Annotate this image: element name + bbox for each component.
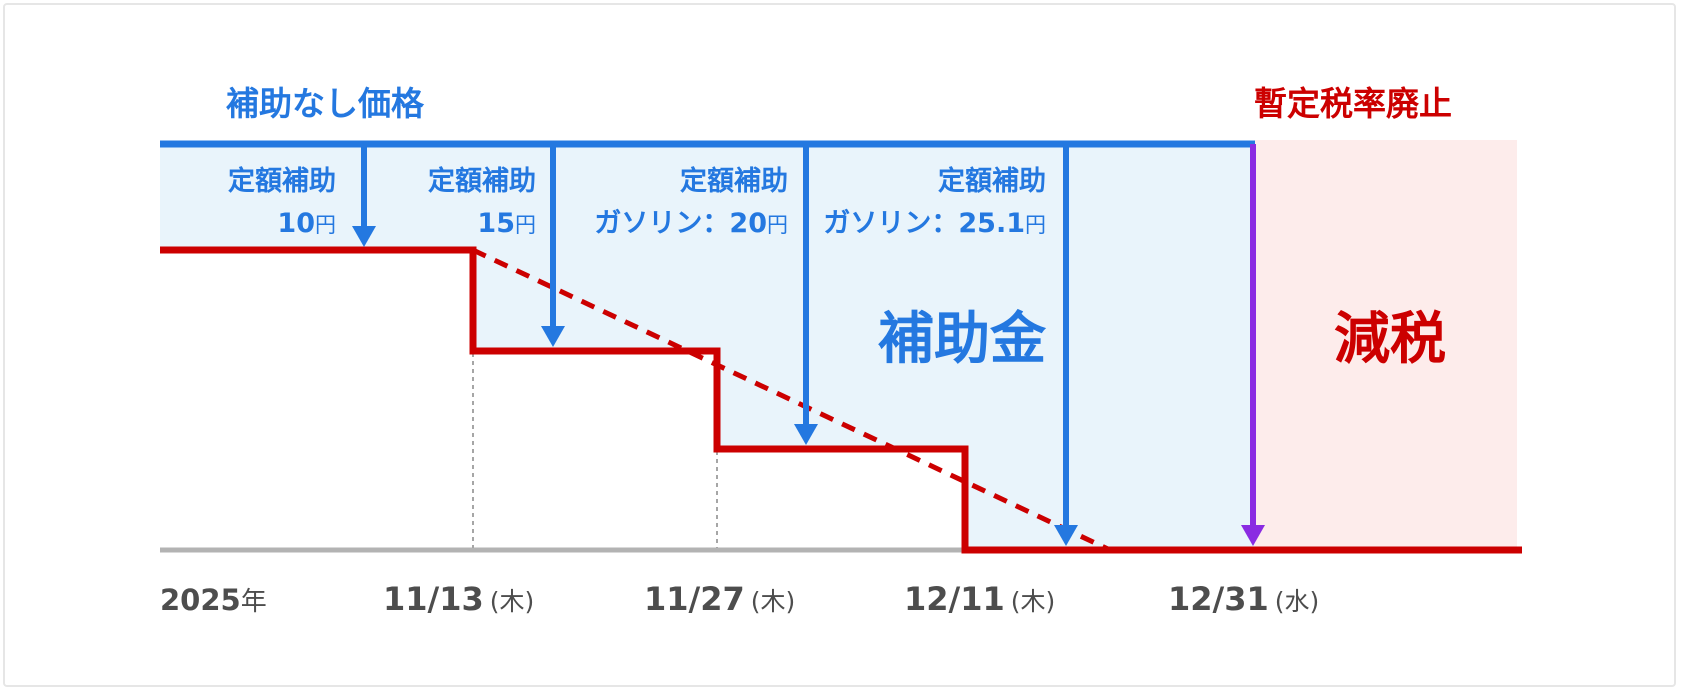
arrow-tax-abolition bbox=[1241, 144, 1265, 546]
tax-abolition-label: 暫定税率廃止 bbox=[1254, 84, 1452, 123]
step-3-amount: ガソリン：20円 bbox=[594, 208, 788, 239]
arrow-subsidy-10 bbox=[352, 144, 376, 247]
subsidy-area bbox=[160, 144, 1255, 550]
date-1113: 11/13 (木) bbox=[383, 580, 534, 618]
step-4-amount: ガソリン：25.1円 bbox=[823, 208, 1046, 239]
step-4-title: 定額補助 bbox=[938, 165, 1046, 197]
date-year: 2025年 bbox=[160, 583, 267, 617]
arrow-subsidy-15 bbox=[541, 144, 565, 347]
arrow-subsidy-20 bbox=[794, 144, 818, 445]
no-subsidy-price-label: 補助なし価格 bbox=[226, 84, 425, 123]
step-2-amount: 15円 bbox=[477, 208, 536, 239]
step-2-title: 定額補助 bbox=[428, 165, 536, 197]
price-step-line bbox=[160, 246, 1522, 554]
date-1231: 12/31 (水) bbox=[1168, 580, 1319, 618]
step-3-title: 定額補助 bbox=[680, 165, 788, 197]
subsidy-area-label: 補助金 bbox=[878, 307, 1047, 372]
tax-cut-area bbox=[1255, 140, 1517, 550]
tax-cut-area-label: 減税 bbox=[1334, 307, 1446, 372]
trend-dashed-line bbox=[471, 247, 1112, 553]
date-1127: 11/27 (木) bbox=[644, 580, 795, 618]
arrow-subsidy-25 bbox=[1054, 144, 1078, 546]
step-1-amount: 10円 bbox=[277, 208, 336, 239]
date-1211: 12/11 (木) bbox=[904, 580, 1055, 618]
step-1-title: 定額補助 bbox=[228, 165, 336, 197]
